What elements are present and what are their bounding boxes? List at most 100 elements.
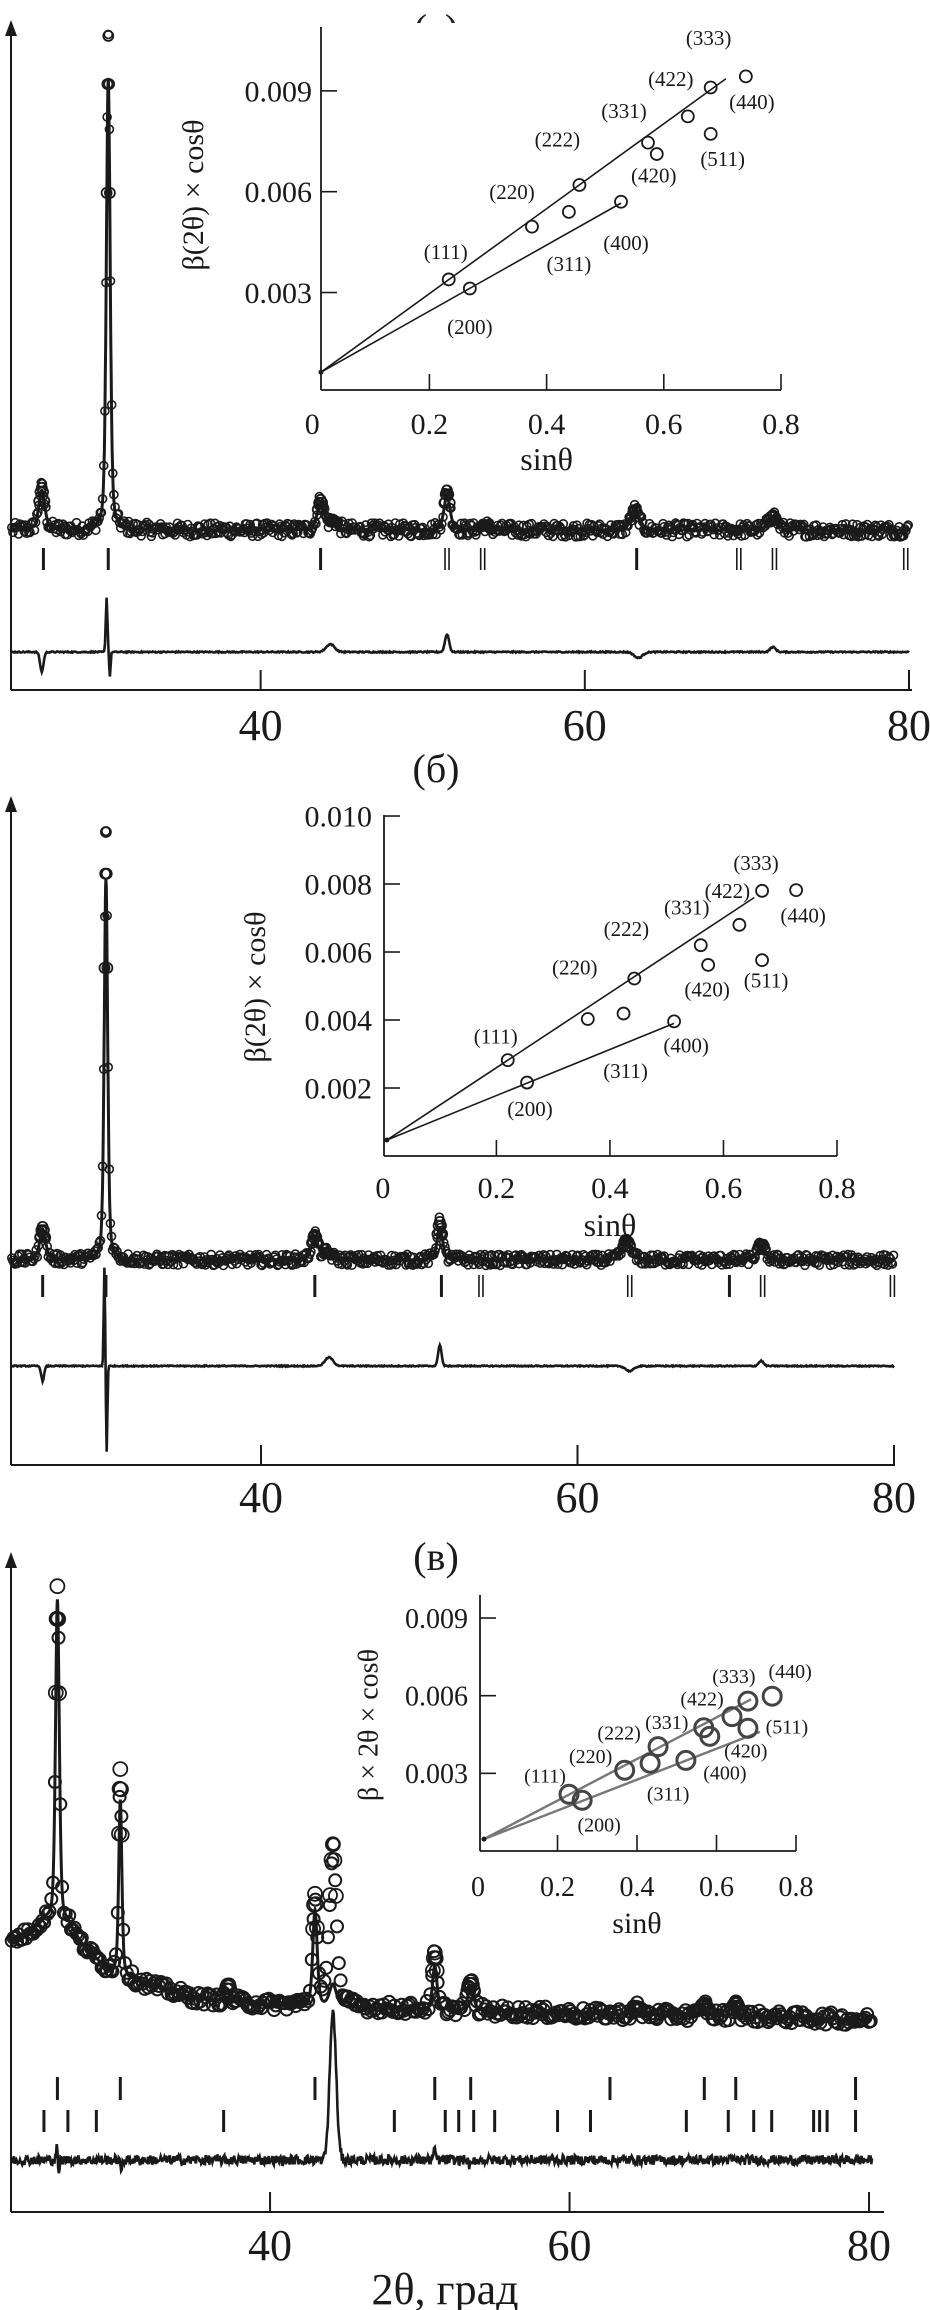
hkl-label: (440) <box>780 903 826 927</box>
inset-x-axis-label: sinθ <box>612 1907 661 1940</box>
inset-y-tick-label: 0.010 <box>305 801 373 834</box>
hkl-label: (333) <box>686 26 732 50</box>
hkl-label: (200) <box>447 315 493 339</box>
observed-point <box>456 518 466 529</box>
hkl-label: (400) <box>603 231 649 255</box>
observed-point <box>630 2000 647 2017</box>
hkl-label: (222) <box>597 1723 640 1745</box>
observed-point <box>380 526 390 537</box>
hkl-label: (331) <box>645 1712 688 1734</box>
inset-y-axis-label: β(2θ) × cosθ <box>177 120 210 271</box>
inset-data-point <box>701 958 716 972</box>
diffraction-pattern: 40 60 80 <box>5 796 916 1522</box>
hkl-label: (111) <box>474 1024 518 1048</box>
linear-fit-line <box>386 1022 675 1141</box>
hkl-label: (333) <box>712 1666 755 1688</box>
observed-point <box>113 1781 129 1798</box>
inset-x-tick-label: 0.2 <box>540 1872 575 1903</box>
williamson-hall-inset: 0 0.2 0.4 0.6 0.8 0.002 0.004 0.006 0.008 0.010 si… <box>239 801 856 1243</box>
observed-point <box>632 510 645 523</box>
observed-point <box>328 1873 343 1888</box>
inset-y-tick-label: 0.006 <box>405 1681 468 1712</box>
inset-x-tick-label: 0.8 <box>762 408 800 441</box>
hkl-label: (222) <box>604 917 650 941</box>
hkl-label: (420) <box>631 163 677 187</box>
observed-point <box>324 1836 341 1853</box>
inset-data-point <box>525 219 539 234</box>
inset-data-point <box>520 1075 534 1090</box>
observed-point <box>299 1991 314 2006</box>
observed-point <box>40 1906 55 1921</box>
panel-label: (б) <box>413 746 460 791</box>
hkl-label: (400) <box>663 1034 709 1058</box>
inset-y-axis-label: β(2θ) × cosθ <box>239 912 272 1063</box>
inset-x-tick-label: 0.4 <box>591 1172 629 1205</box>
williamson-hall-inset: 0 0.2 0.4 0.6 0.8 0.003 0.006 0.009 sinθ β(2θ) × … <box>177 23 800 477</box>
inset-data-point <box>441 272 456 287</box>
panel-1: (a)40608000.20.40.60.80.0030.0060.009sin… <box>5 6 930 750</box>
inset-data-point <box>641 135 655 150</box>
observed-point <box>730 1999 746 2016</box>
inset-data-point <box>732 917 747 932</box>
hkl-label: (111) <box>524 1765 566 1787</box>
observed-point <box>631 2002 648 2018</box>
hkl-label: (220) <box>552 955 598 979</box>
inset-data-point <box>614 194 628 209</box>
linear-fit-line <box>386 896 755 1141</box>
fit-intercept-point <box>318 369 324 375</box>
observed-point <box>394 1997 409 2012</box>
inset-data-point <box>627 971 642 986</box>
observed-point <box>100 867 113 880</box>
hkl-label: (420) <box>684 977 730 1001</box>
inset-y-tick-label: 0.008 <box>305 869 373 902</box>
panel-label: (в) <box>413 1534 459 1579</box>
observed-point <box>308 1228 321 1241</box>
x-tick-label: 40 <box>248 2221 292 2270</box>
inset-data-point <box>616 1006 631 1021</box>
observed-point <box>698 2000 715 2016</box>
hkl-label: (422) <box>680 1689 723 1711</box>
inset-data-point <box>675 1749 697 1771</box>
inset-y-tick-label: 0.004 <box>305 1005 373 1038</box>
inset-data-point <box>639 1752 661 1774</box>
x-tick-label: 40 <box>239 701 283 750</box>
x-tick-label: 60 <box>548 2221 592 2270</box>
observed-point <box>102 30 115 42</box>
observed-point <box>426 1944 443 1961</box>
x-tick-label: 60 <box>556 1473 600 1522</box>
observed-point <box>898 530 909 541</box>
inset-data-point <box>699 1725 721 1747</box>
calculated-profile-line <box>10 1599 872 2022</box>
hkl-label: (200) <box>577 1814 620 1836</box>
observed-point <box>315 1982 330 1997</box>
difference-curve <box>11 597 910 677</box>
observed-point <box>49 1578 66 1595</box>
fit-intercept-point <box>384 1137 390 1143</box>
hkl-label: (220) <box>569 1746 612 1768</box>
x-tick-label: 80 <box>872 1473 916 1522</box>
inset-data-point <box>693 938 708 953</box>
difference-curve <box>10 2009 874 2176</box>
hkl-label: (220) <box>489 180 535 204</box>
observed-point <box>329 515 342 527</box>
observed-point <box>322 1887 338 1903</box>
x-tick-label: 60 <box>563 701 607 750</box>
inset-y-tick-label: 0.006 <box>245 176 313 209</box>
observed-point <box>326 1852 343 1869</box>
observed-point <box>323 1247 336 1259</box>
inset-y-tick-label: 0.003 <box>405 1759 468 1790</box>
inset-x-tick-label: 0.6 <box>705 1172 743 1205</box>
observed-point <box>393 531 404 541</box>
observed-point <box>629 504 641 517</box>
hkl-label: (422) <box>648 67 694 91</box>
inset-y-axis-label: β × 2θ × cosθ <box>353 1649 384 1801</box>
inset-y-tick-label: 0.009 <box>405 1604 468 1635</box>
inset-data-point <box>737 1717 759 1739</box>
observed-point <box>620 1234 633 1246</box>
hkl-label: (111) <box>424 240 468 264</box>
inset-data-point <box>614 1759 636 1781</box>
hkl-label: (333) <box>733 851 779 875</box>
inset-background <box>313 23 793 394</box>
inset-background <box>376 811 849 1160</box>
